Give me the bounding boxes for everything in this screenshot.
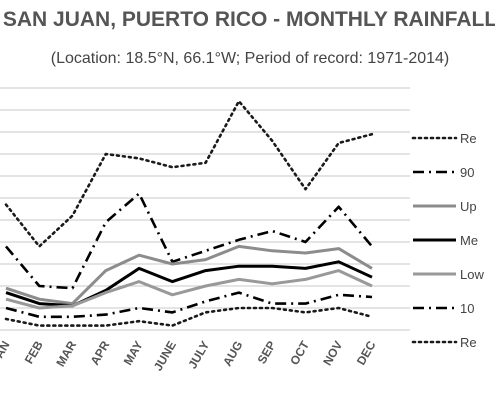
series-line-4 [5,260,373,308]
series-lines [4,99,374,327]
x-tick-labels: JAN FEB MAR APR MAY JUNE JULY AUG SEP OCT NOV DEC [0,338,379,373]
legend-label-1: Re [460,131,477,146]
x-tick-label: MAR [53,338,79,369]
x-tick-label: AUG [220,339,245,369]
x-tick-label: APR [88,338,113,367]
series-line-5 [5,269,373,310]
x-tick-label: JAN [0,339,13,367]
chart-subtitle: (Location: 18.5°N, 66.1°W; Period of rec… [51,50,450,67]
x-tick-label: FEB [22,338,46,366]
series-line-3 [5,244,373,306]
series-line-1 [4,99,374,248]
series-line-7 [4,306,374,327]
legend: Re 90 Up Me Low 10 Re [411,131,484,350]
x-tick-label: DEC [354,338,379,367]
x-tick-label: SEP [255,339,279,367]
x-tick-label: JUNE [151,339,179,374]
grid-lines [0,87,410,331]
x-tick-label: MAY [121,339,146,368]
legend-label-7: Re [460,335,477,350]
series-line-2 [5,192,373,290]
legend-label-2: 90 [460,165,474,180]
legend-label-3: Up [460,199,477,214]
series-line-6 [5,291,373,319]
x-tick-label: JULY [185,339,212,372]
legend-label-5: Low [460,267,484,282]
legend-label-4: Me [460,233,478,248]
x-tick-label: OCT [287,338,312,368]
chart-title: SAN JUAN, PUERTO RICO - MONTHLY RAINFALL [3,8,495,31]
x-tick-label: NOV [320,339,345,369]
legend-label-6: 10 [460,301,474,316]
